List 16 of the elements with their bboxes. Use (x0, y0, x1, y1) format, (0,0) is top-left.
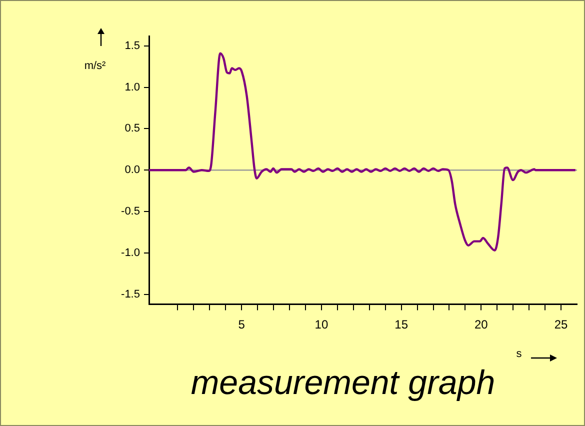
x-tick-label: 5 (238, 318, 246, 332)
y-tick-label: 1.5 (124, 40, 140, 52)
x-tick-label: 10 (314, 318, 328, 332)
y-tick-label: 1.0 (124, 81, 140, 94)
x-axis-title: s (516, 348, 522, 360)
x-tick-label: 25 (554, 318, 568, 332)
line-series (149, 52, 577, 252)
y-tick-label: -0.5 (121, 206, 140, 218)
x-tick-label: 15 (394, 318, 408, 332)
y-tick-label: -1.5 (121, 288, 140, 300)
y-tick-label: -1.0 (121, 246, 140, 259)
x-tick-label: 20 (474, 318, 488, 332)
y-tick-label: 0.5 (124, 122, 140, 135)
text: measurement graph (190, 364, 496, 402)
y-tick-label: 0.0 (124, 164, 140, 176)
y-axis-title: m/s² (84, 60, 106, 72)
